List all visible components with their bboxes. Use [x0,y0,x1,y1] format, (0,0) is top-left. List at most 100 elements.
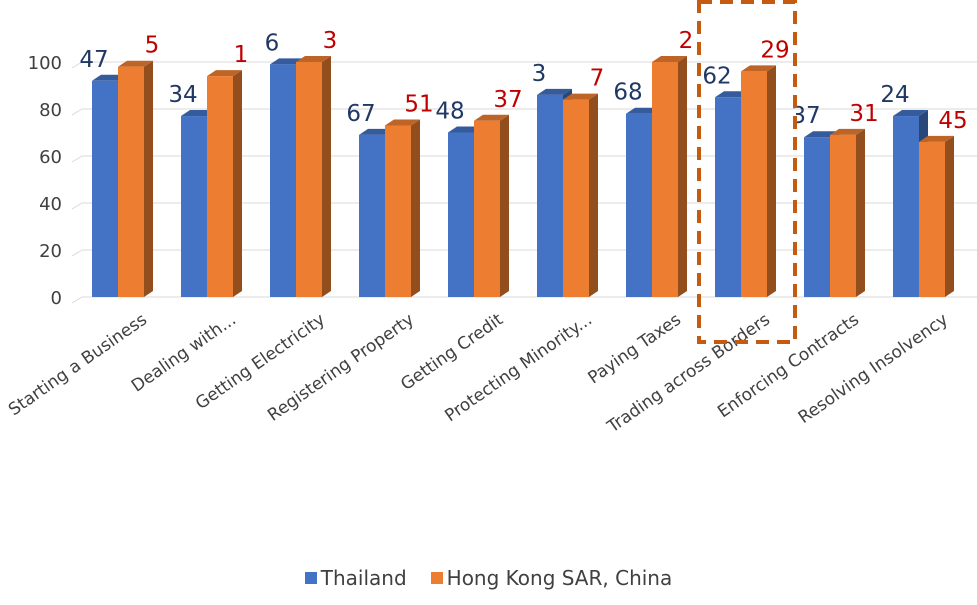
bar-hong-kong-sar-china-paying-taxes [652,56,687,297]
y-tick-label-0: 0 [51,288,62,309]
bar-front-thailand-trading-across-borders [715,97,741,297]
y-tick-label-80: 80 [39,100,62,121]
bar-top-hong-kong-sar-china-getting-electricity [296,56,331,62]
category-label-trading-across-borders: Trading across Borders [603,310,774,438]
legend-swatch-thailand [304,572,317,584]
legend-item-thailand: Thailand [304,566,407,590]
bar-hong-kong-sar-china-getting-electricity [296,56,331,297]
legend-label-thailand: Thailand [320,566,407,590]
bar-front-thailand-registering-property [359,134,385,297]
y-tick-label-20: 20 [39,241,62,262]
bar-front-hong-kong-sar-china-starting-a-business [118,66,144,297]
category-label-starting-a-business: Starting a Business [5,310,151,421]
rank-label-hong-kong-sar-china-trading-across-borders: 29 [760,37,789,63]
bar-front-hong-kong-sar-china-paying-taxes [652,62,678,297]
bar-front-hong-kong-sar-china-getting-electricity [296,62,322,297]
rank-label-thailand-resolving-insolvency: 24 [880,82,909,108]
bar-front-hong-kong-sar-china-trading-across-borders [741,71,767,298]
rank-label-thailand-registering-property: 67 [346,101,375,127]
gridline-depth-20 [71,249,83,257]
gridline-depth-80 [71,108,83,116]
legend-item-hong-kong: Hong Kong SAR, China [430,566,673,590]
rank-label-hong-kong-sar-china-dealing-with: 1 [234,42,249,68]
bar-side-hong-kong-sar-china-getting-credit [500,114,509,297]
legend: Thailand Hong Kong SAR, China [0,566,977,590]
rank-label-hong-kong-sar-china-starting-a-business: 5 [145,33,160,59]
bar-front-thailand-paying-taxes [626,113,652,297]
rank-label-thailand-dealing-with: 34 [168,82,197,108]
bar-top-hong-kong-sar-china-getting-credit [474,114,509,121]
bar-front-hong-kong-sar-china-enforcing-contracts [830,134,856,297]
category-label-enforcing-contracts: Enforcing Contracts [714,310,863,423]
bar-front-thailand-resolving-insolvency [893,116,919,297]
bar-side-hong-kong-sar-china-resolving-insolvency [945,135,954,297]
bar-hong-kong-sar-china-getting-credit [474,114,509,297]
bar-hong-kong-sar-china-starting-a-business [118,60,153,298]
bar-side-hong-kong-sar-china-protecting-minority [589,93,598,297]
rank-label-thailand-trading-across-borders: 62 [702,63,731,89]
bars [92,56,954,298]
bar-hong-kong-sar-china-dealing-with [207,70,242,297]
rank-label-hong-kong-sar-china-paying-taxes: 2 [679,28,694,54]
category-label-protecting-minority: Protecting Minority... [441,310,595,427]
y-tick-label-60: 60 [39,147,62,168]
gridline-depth-100 [71,61,83,69]
y-axis-ticks: 0 20 40 60 80 100 [28,53,62,309]
bar-front-hong-kong-sar-china-dealing-with [207,76,233,297]
gridline-depth-40 [71,202,83,210]
rank-label-thailand-getting-electricity: 6 [265,30,280,56]
rank-label-hong-kong-sar-china-registering-property: 51 [404,91,433,117]
bar-front-hong-kong-sar-china-resolving-insolvency [919,141,945,297]
rank-label-hong-kong-sar-china-getting-credit: 37 [493,87,522,113]
category-label-registering-property: Registering Property [264,310,418,426]
rank-label-thailand-starting-a-business: 47 [79,47,108,73]
bar-top-hong-kong-sar-china-paying-taxes [652,56,687,62]
rank-label-thailand-protecting-minority: 3 [532,61,547,87]
bar-side-hong-kong-sar-china-registering-property [411,119,420,297]
bar-top-hong-kong-sar-china-enforcing-contracts [830,128,865,135]
bar-front-hong-kong-sar-china-protecting-minority [563,99,589,297]
category-label-resolving-insolvency: Resolving Insolvency [795,310,952,428]
legend-swatch-hong-kong [430,572,443,584]
y-tick-label-40: 40 [39,194,62,215]
bar-hong-kong-sar-china-protecting-minority [563,93,598,297]
bar-front-thailand-starting-a-business [92,80,118,297]
bar-hong-kong-sar-china-trading-across-borders [741,65,776,298]
bar-top-hong-kong-sar-china-dealing-with [207,70,242,77]
rank-label-thailand-paying-taxes: 68 [613,80,642,106]
bar-hong-kong-sar-china-enforcing-contracts [830,128,865,297]
bar-front-thailand-getting-credit [448,132,474,297]
bar-front-thailand-getting-electricity [270,64,296,297]
bar-side-hong-kong-sar-china-dealing-with [233,70,242,297]
bar-hong-kong-sar-china-resolving-insolvency [919,135,954,297]
rank-label-thailand-getting-credit: 48 [435,99,464,125]
bar-top-thailand-protecting-minority [537,88,572,95]
bar-top-hong-kong-sar-china-registering-property [385,119,420,126]
bar-top-hong-kong-sar-china-protecting-minority [563,93,598,100]
bar-top-thailand-resolving-insolvency [893,110,928,117]
bar-front-hong-kong-sar-china-getting-credit [474,120,500,297]
bar-front-thailand-dealing-with [181,116,207,297]
bar-side-hong-kong-sar-china-starting-a-business [144,60,153,298]
bar-top-hong-kong-sar-china-trading-across-borders [741,65,776,72]
bar-top-hong-kong-sar-china-resolving-insolvency [919,135,954,142]
bar-front-hong-kong-sar-china-registering-property [385,125,411,297]
y-tick-label-100: 100 [28,53,62,74]
rank-label-hong-kong-sar-china-getting-electricity: 3 [323,28,338,54]
rank-label-hong-kong-sar-china-resolving-insolvency: 45 [938,108,967,134]
gridline-depth-0 [71,296,83,304]
bar-side-hong-kong-sar-china-getting-electricity [322,56,331,297]
bar-top-hong-kong-sar-china-starting-a-business [118,60,153,67]
gridline-depth-60 [71,155,83,163]
bar-hong-kong-sar-china-registering-property [385,119,420,297]
bar-side-hong-kong-sar-china-enforcing-contracts [856,128,865,297]
bar-front-thailand-enforcing-contracts [804,137,830,297]
bar-front-thailand-protecting-minority [537,94,563,298]
bar-side-hong-kong-sar-china-trading-across-borders [767,65,776,298]
legend-label-hong-kong: Hong Kong SAR, China [446,566,673,590]
bar-side-hong-kong-sar-china-paying-taxes [678,56,687,297]
highlight-box-trading-across-borders [697,0,797,344]
